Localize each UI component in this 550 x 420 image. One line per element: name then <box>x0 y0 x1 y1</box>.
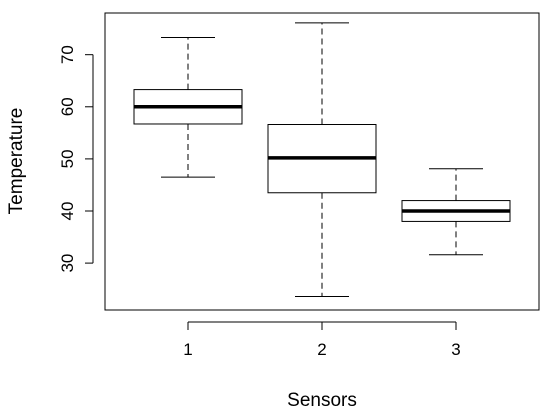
x-axis-label: Sensors <box>287 390 357 411</box>
x-tick-label: 1 <box>183 340 192 359</box>
y-tick-label: 50 <box>58 149 77 168</box>
x-axis: 1 2 3 <box>183 321 461 359</box>
box-group-2 <box>267 22 377 297</box>
x-tick-label: 2 <box>317 340 326 359</box>
box-group-1 <box>133 36 243 178</box>
y-axis: 30 40 50 60 70 <box>58 45 94 273</box>
y-tick-label: 70 <box>58 45 77 64</box>
y-axis-label: Temperature <box>6 108 27 215</box>
y-tick-label: 60 <box>58 97 77 116</box>
y-tick-label: 40 <box>58 202 77 221</box>
plot-frame <box>104 12 540 311</box>
x-tick-label: 3 <box>451 340 460 359</box>
y-tick-label: 30 <box>58 254 77 273</box>
box-group-3 <box>401 168 511 256</box>
box-series <box>133 22 511 297</box>
